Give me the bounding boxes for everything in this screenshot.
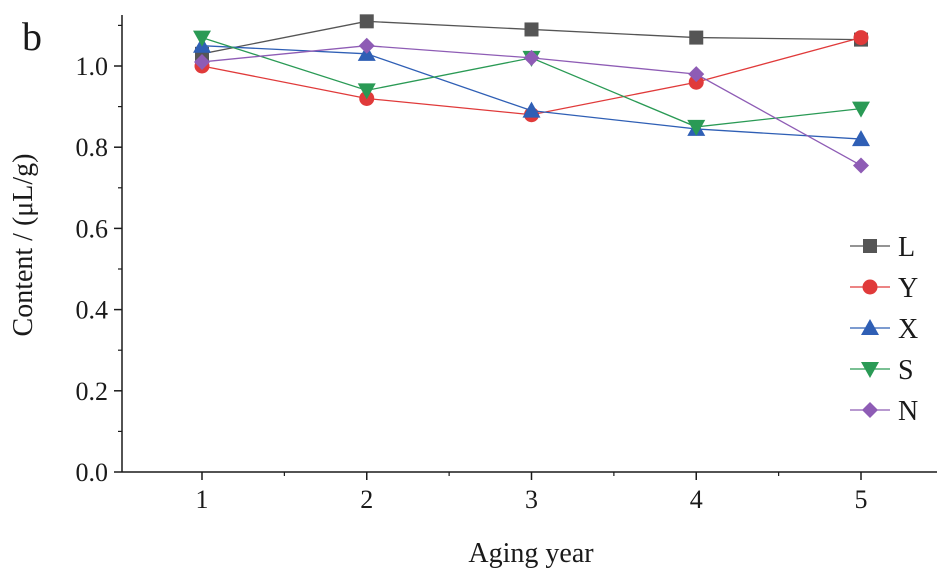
x-tick-label: 4 — [690, 485, 703, 514]
data-point-l — [359, 14, 374, 29]
y-axis-title: Content / (μL/g) — [8, 154, 39, 337]
legend-label-l: L — [898, 232, 915, 263]
x-tick-label: 2 — [360, 485, 373, 514]
legend-item-y: Y — [850, 273, 918, 304]
panel-label: b — [22, 14, 42, 59]
legend-marker-s — [861, 362, 879, 378]
y-tick-label: 0.0 — [76, 458, 109, 487]
x-tick-label: 3 — [525, 485, 538, 514]
legend-item-l: L — [850, 232, 915, 263]
legend-marker-n — [862, 402, 878, 418]
data-point-x — [522, 101, 541, 118]
axes: 0.0 0.2 0.4 0.6 0.8 1.0 1 2 3 4 5 — [76, 15, 937, 514]
data-point-s — [687, 119, 706, 136]
data-point-l — [689, 30, 704, 45]
x-tick-label: 5 — [855, 485, 868, 514]
data-point-s — [357, 83, 376, 100]
data-point-s — [852, 101, 870, 118]
y-tick-label: 0.6 — [76, 214, 109, 243]
legend-item-s: S — [850, 355, 914, 386]
legend-label-n: N — [898, 396, 918, 427]
legend-label-y: Y — [898, 273, 918, 304]
legend-marker-x — [861, 319, 879, 335]
legend-label-s: S — [898, 355, 914, 386]
data-point-n — [358, 37, 375, 54]
x-axis-title: Aging year — [468, 538, 594, 569]
x-tick-label: 1 — [196, 485, 209, 514]
data-point-x — [852, 130, 870, 147]
legend-marker-y — [862, 279, 878, 295]
data-point-n — [523, 49, 540, 66]
data-point-s — [193, 30, 211, 47]
data-point-y — [853, 30, 869, 46]
data-point-n — [688, 66, 705, 83]
y-tick-label: 1.0 — [76, 52, 109, 81]
y-tick-label: 0.8 — [76, 133, 109, 162]
y-tick-label: 0.2 — [76, 377, 109, 406]
data-point-l — [524, 22, 539, 37]
y-tick-label: 0.4 — [76, 296, 109, 325]
data-point-n — [194, 53, 210, 70]
legend-item-n: N — [850, 396, 918, 427]
legend-marker-l — [863, 239, 877, 253]
data-point-y — [688, 74, 704, 90]
series-n — [194, 37, 869, 174]
data-point-n — [853, 157, 869, 174]
legend-item-x: X — [850, 314, 918, 345]
series-layer — [193, 14, 870, 174]
legend-label-x: X — [898, 314, 918, 345]
